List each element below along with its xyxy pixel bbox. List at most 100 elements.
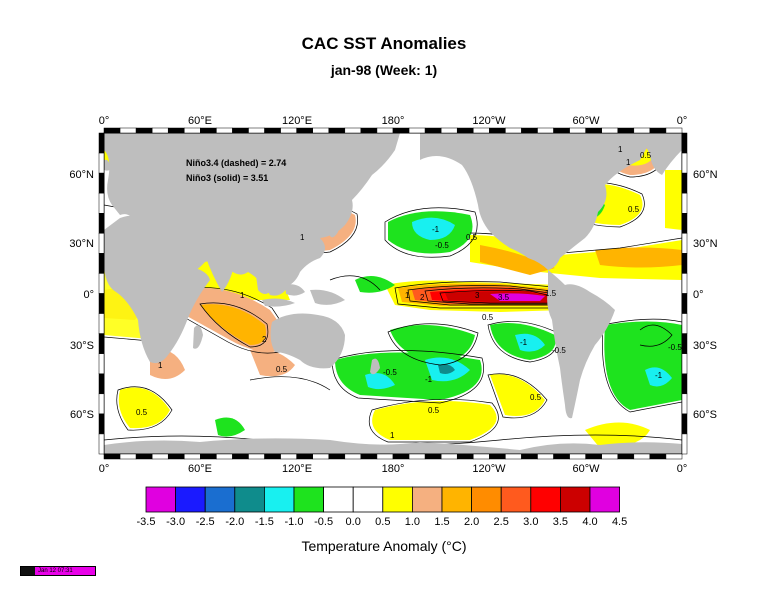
anomaly-patch bbox=[480, 245, 555, 275]
colorbar-tick-label: -2.0 bbox=[225, 516, 244, 528]
border-segment bbox=[98, 132, 105, 154]
stamp-text: Jan 12 07:31 bbox=[38, 568, 73, 574]
border-segment bbox=[681, 393, 688, 415]
europe-west-land bbox=[104, 159, 110, 171]
colorbar-tick-label: 2.0 bbox=[464, 516, 479, 528]
madagascar-land bbox=[193, 325, 203, 349]
anomaly-patch bbox=[372, 401, 497, 440]
colorbar-tick-label: 0.0 bbox=[346, 516, 361, 528]
contour-label: 1 bbox=[390, 431, 395, 440]
anomaly-patch bbox=[200, 304, 266, 345]
border-segment bbox=[296, 127, 313, 134]
border-segment bbox=[665, 453, 683, 460]
contour-label: 1 bbox=[618, 145, 623, 154]
stamp-logo-block bbox=[21, 567, 35, 575]
border-segment bbox=[103, 127, 121, 134]
contour-label: 1 bbox=[626, 158, 631, 167]
south-america-land bbox=[547, 270, 615, 419]
border-segment bbox=[681, 353, 688, 374]
border-segment bbox=[216, 453, 233, 460]
border-segment bbox=[473, 453, 490, 460]
border-segment bbox=[264, 453, 281, 460]
colorbar-tick-label: 0.5 bbox=[375, 516, 390, 528]
border-segment bbox=[681, 152, 688, 174]
top-lon-tick: 60°E bbox=[188, 115, 212, 127]
border-segment bbox=[601, 127, 619, 134]
border-segment bbox=[489, 453, 506, 460]
border-segment bbox=[200, 127, 217, 134]
nino34-annotation: Niño3.4 (dashed) = 2.74 bbox=[186, 158, 286, 168]
border-segment bbox=[649, 453, 667, 460]
border-segment bbox=[553, 453, 570, 460]
anomaly-patch bbox=[645, 367, 672, 387]
border-segment bbox=[665, 127, 683, 134]
antarctica-land bbox=[104, 438, 682, 454]
nino-annotations: Niño3.4 (dashed) = 2.74 Niño3 (solid) = … bbox=[186, 158, 286, 183]
bottom-lon-tick: 120°W bbox=[472, 463, 506, 475]
border-segment bbox=[167, 127, 185, 134]
border-segment bbox=[98, 213, 105, 234]
anomaly-patch bbox=[250, 349, 295, 377]
border-segment bbox=[98, 393, 105, 415]
border-segment bbox=[248, 453, 265, 460]
right-lat-tick: 0° bbox=[693, 289, 704, 301]
contour-label-group: 0.5 1 0.5 1 -0.5 0.5 -1 1 2 3 3.5 -1 1.5… bbox=[136, 145, 682, 440]
colorbar-tick-label: 3.0 bbox=[523, 516, 538, 528]
border-segment bbox=[344, 127, 362, 134]
colorbar-tick-label: 4.0 bbox=[582, 516, 597, 528]
border-segment bbox=[248, 127, 265, 134]
border-segment bbox=[328, 127, 346, 134]
border-segment bbox=[569, 127, 586, 134]
borneo-land bbox=[285, 284, 305, 296]
border-segment bbox=[184, 127, 201, 134]
border-segment bbox=[505, 453, 522, 460]
colorbar-swatch bbox=[382, 486, 413, 513]
colorbar-swatch bbox=[293, 486, 325, 513]
australia-land bbox=[270, 313, 345, 369]
border-segment bbox=[489, 127, 506, 134]
india-land bbox=[205, 254, 235, 292]
border-segment bbox=[216, 127, 233, 134]
contour-label: 1 bbox=[405, 291, 410, 300]
border-segment bbox=[184, 453, 201, 460]
border-segment bbox=[376, 453, 394, 460]
border-segment bbox=[681, 233, 688, 254]
contour-label: 1 bbox=[158, 361, 163, 370]
border-segment bbox=[376, 127, 394, 134]
left-lat-tick: 30°S bbox=[70, 340, 94, 352]
anomaly-patch bbox=[118, 387, 170, 429]
colorbar-swatch bbox=[500, 486, 532, 513]
colorbar-tick-label: 3.5 bbox=[553, 516, 568, 528]
border-segment bbox=[521, 453, 538, 460]
contour-label: -0.5 bbox=[552, 346, 566, 355]
anomaly-patch bbox=[490, 293, 545, 301]
axis-labels: 0° 60°E 120°E 180° 120°W 60°W 0° 0° 60°E… bbox=[69, 115, 717, 475]
colorbar-swatch bbox=[589, 486, 621, 513]
anomaly-patch bbox=[595, 247, 682, 268]
border-segment bbox=[521, 127, 538, 134]
border-segment bbox=[98, 353, 105, 374]
colorbar-swatch bbox=[411, 486, 443, 513]
border-segment bbox=[505, 127, 522, 134]
contour-label: 1 bbox=[300, 233, 305, 242]
contour-label: 0.5 bbox=[136, 408, 148, 417]
contour-label: 0.5 bbox=[530, 393, 542, 402]
colorbar-tick-label: 1.5 bbox=[434, 516, 449, 528]
border-segment bbox=[98, 373, 105, 395]
border-segment bbox=[408, 127, 426, 134]
anomaly-patch bbox=[412, 217, 455, 240]
border-segment bbox=[119, 127, 137, 134]
top-lon-tick: 120°W bbox=[472, 115, 506, 127]
colorbar-tick-label: -1.5 bbox=[255, 516, 274, 528]
border-segment bbox=[585, 127, 602, 134]
colorbar-tick-label: -3.5 bbox=[137, 516, 156, 528]
border-segment bbox=[617, 127, 635, 134]
colorbar-swatch bbox=[234, 486, 265, 513]
colorbar-tick-label: -0.5 bbox=[314, 516, 333, 528]
timestamp-badge: Jan 12 07:31 bbox=[20, 566, 96, 576]
anomaly-patch bbox=[490, 374, 545, 416]
border-segment bbox=[98, 413, 105, 435]
colorbar-swatch bbox=[530, 486, 561, 513]
border-segment bbox=[98, 333, 105, 354]
border-segment bbox=[328, 453, 346, 460]
